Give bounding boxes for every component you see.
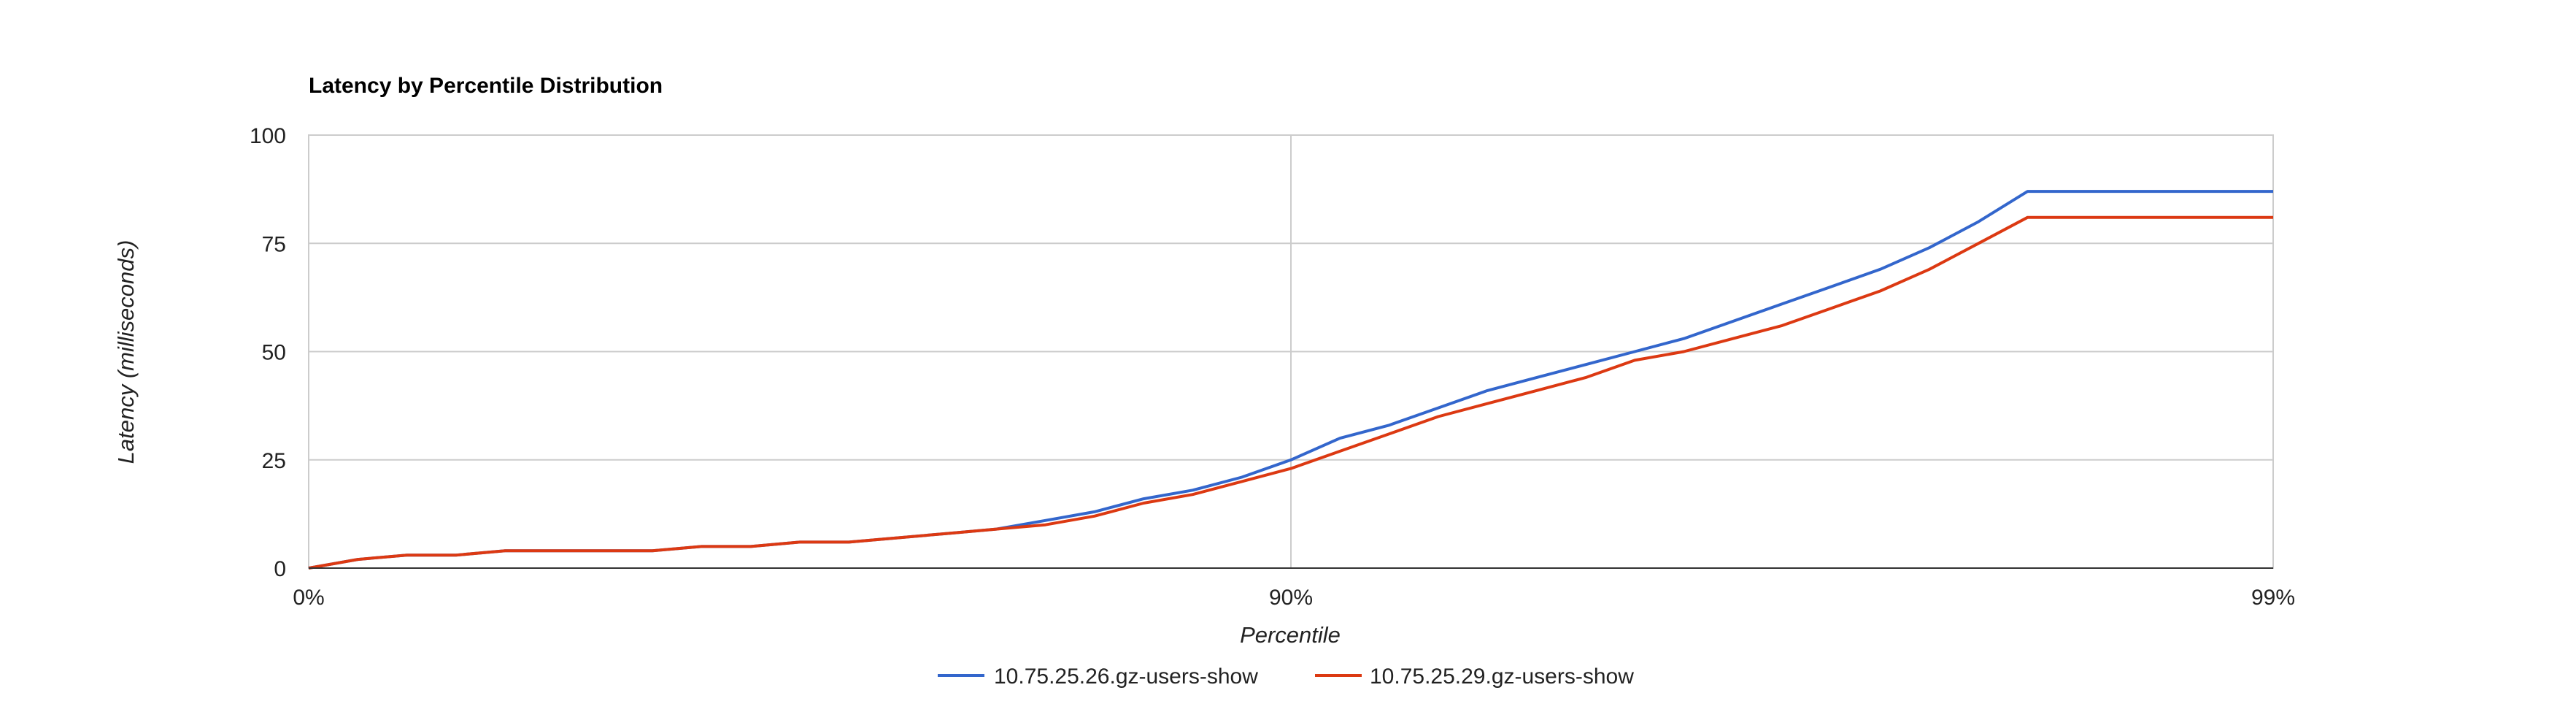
legend-label: 10.75.25.26.gz-users-show	[994, 664, 1258, 689]
y-tick-label: 50	[262, 341, 286, 365]
chart-title: Latency by Percentile Distribution	[309, 74, 663, 98]
y-tick-label: 75	[262, 232, 286, 256]
y-tick-label: 25	[262, 449, 286, 473]
legend: 10.75.25.26.gz-users-show 10.75.25.29.gz-…	[938, 664, 1634, 689]
x-tick-label: 99%	[2251, 586, 2295, 610]
y-tick-labels: 0 25 50 75 100	[250, 124, 286, 581]
series-lines	[308, 190, 2273, 570]
y-tick-label: 100	[250, 124, 286, 148]
x-tick-label: 0%	[293, 586, 324, 610]
x-tick-labels: 0% 90% 99%	[293, 586, 2295, 610]
x-axis-title: Percentile	[1240, 622, 1341, 648]
x-tick-label: 90%	[1269, 586, 1313, 610]
y-tick-label: 0	[274, 557, 286, 581]
y-axis-title: Latency (milliseconds)	[113, 240, 139, 464]
legend-label: 10.75.25.29.gz-users-show	[1370, 664, 1634, 689]
series-line-2	[308, 215, 2273, 570]
